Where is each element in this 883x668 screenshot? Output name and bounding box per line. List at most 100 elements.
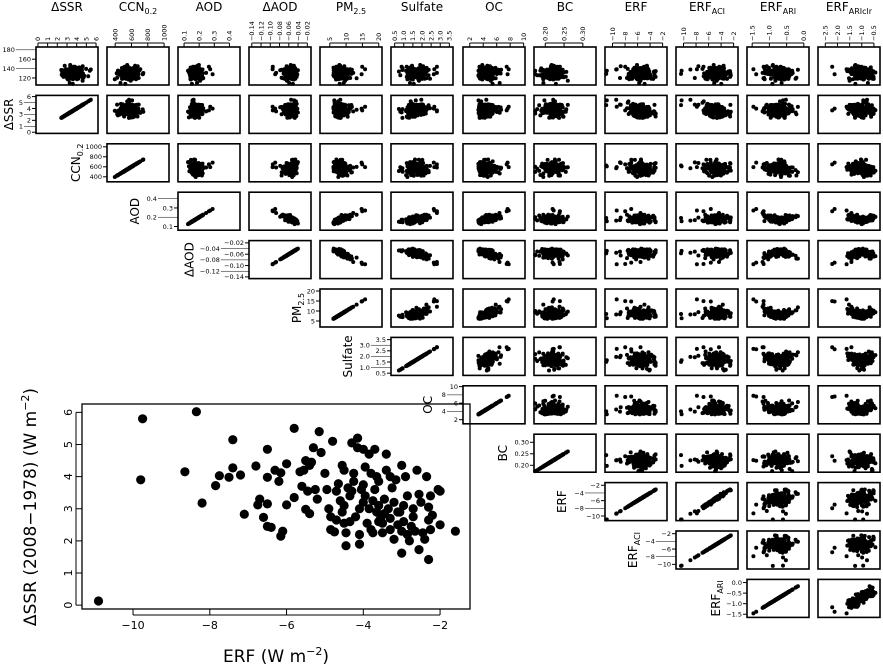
data-point [421,64,426,69]
axis-label: ERFARI [760,0,796,16]
data-point [192,159,197,164]
tick-label: −10 [680,27,688,41]
data-point [270,64,275,69]
label-text: ERF [625,0,648,14]
data-point [363,67,368,72]
data-point [604,71,609,76]
data-point [497,70,502,75]
data-point [123,81,128,86]
data-point [554,76,559,81]
axis-label: BC [557,0,573,14]
data-point [640,73,645,78]
data-point [704,112,708,116]
column-header-11: ERFARIclr−2.5 −2.0 −1.5 −1.0 −0.5 [822,0,878,47]
data-point [618,64,623,69]
data-point [793,110,798,115]
data-point [778,112,783,117]
data-point [652,73,657,78]
data-point [542,74,547,79]
data-point [398,73,403,78]
data-point [537,73,542,78]
data-point [278,163,283,168]
data-point [70,81,75,86]
label-subscript: ARIclr [849,7,873,16]
data-point [428,76,432,81]
data-point [490,103,495,108]
data-point [133,64,138,69]
data-point [795,104,800,109]
tick-label: 4 [480,37,488,41]
data-point [849,68,854,73]
tick-label: 400 [111,29,119,41]
tick-label: 0 [27,129,31,137]
column-header-4: PM2.55 10 15 20 [326,0,383,47]
data-point [274,165,279,170]
data-point [127,100,131,105]
data-point [561,75,566,80]
data-point [288,71,293,76]
panel [462,94,526,135]
data-point [696,102,701,107]
data-point [688,97,693,102]
panel [604,46,668,86]
panel [177,143,241,183]
data-point [416,77,421,82]
tick-label: −1.5 [846,25,854,41]
tick-label: −6 [634,31,642,41]
data-point [614,67,619,72]
data-point [292,71,297,76]
data-point [426,103,431,108]
data-point [64,112,69,117]
data-point [542,98,547,103]
data-point [74,74,79,79]
data-point [504,64,509,69]
data-point [337,71,342,76]
data-point [652,102,657,107]
panel-frame [177,94,241,135]
data-point [400,66,405,71]
panel [248,143,312,183]
panel [390,94,454,135]
panel [604,94,668,135]
data-point [614,104,619,109]
tick-label: 5 [19,99,23,107]
data-point [635,115,640,120]
data-point [432,104,437,109]
column-header-9: ERFACI−10 −8 −6 −4 −2 [680,0,738,47]
tick-label: 1.0 [400,31,408,41]
tick-label: −4 [646,31,654,41]
label-subscript: ARI [783,7,796,16]
data-point [795,67,800,72]
column-header-7: BC0.20 0.25 0.30 [542,0,587,47]
data-point [692,76,697,80]
label-text: ΔAOD [263,0,298,14]
tick-label: −2.5 [822,25,830,41]
data-point [537,103,542,108]
data-point [411,81,416,86]
data-point [847,76,851,81]
data-point [497,81,502,85]
data-point [696,64,701,69]
panel [319,143,383,183]
tick-label: 600 [90,163,102,171]
data-point [400,115,405,120]
data-point [779,81,784,85]
data-point [337,81,342,86]
label-text: PM [336,0,354,14]
data-point [556,71,561,76]
label-text: AOD [196,0,223,14]
panel [319,46,383,86]
tick-label: −4 [717,31,725,41]
data-point [488,71,493,76]
axis-label: ERFARIclr [826,0,873,16]
data-point [118,81,123,85]
tick-label: 0.4 [226,31,234,41]
tick-label: 400 [90,173,102,181]
data-point [504,108,509,113]
data-point [561,114,566,119]
data-point [80,103,84,108]
data-point [208,104,213,109]
axis-label: OC [485,0,503,14]
